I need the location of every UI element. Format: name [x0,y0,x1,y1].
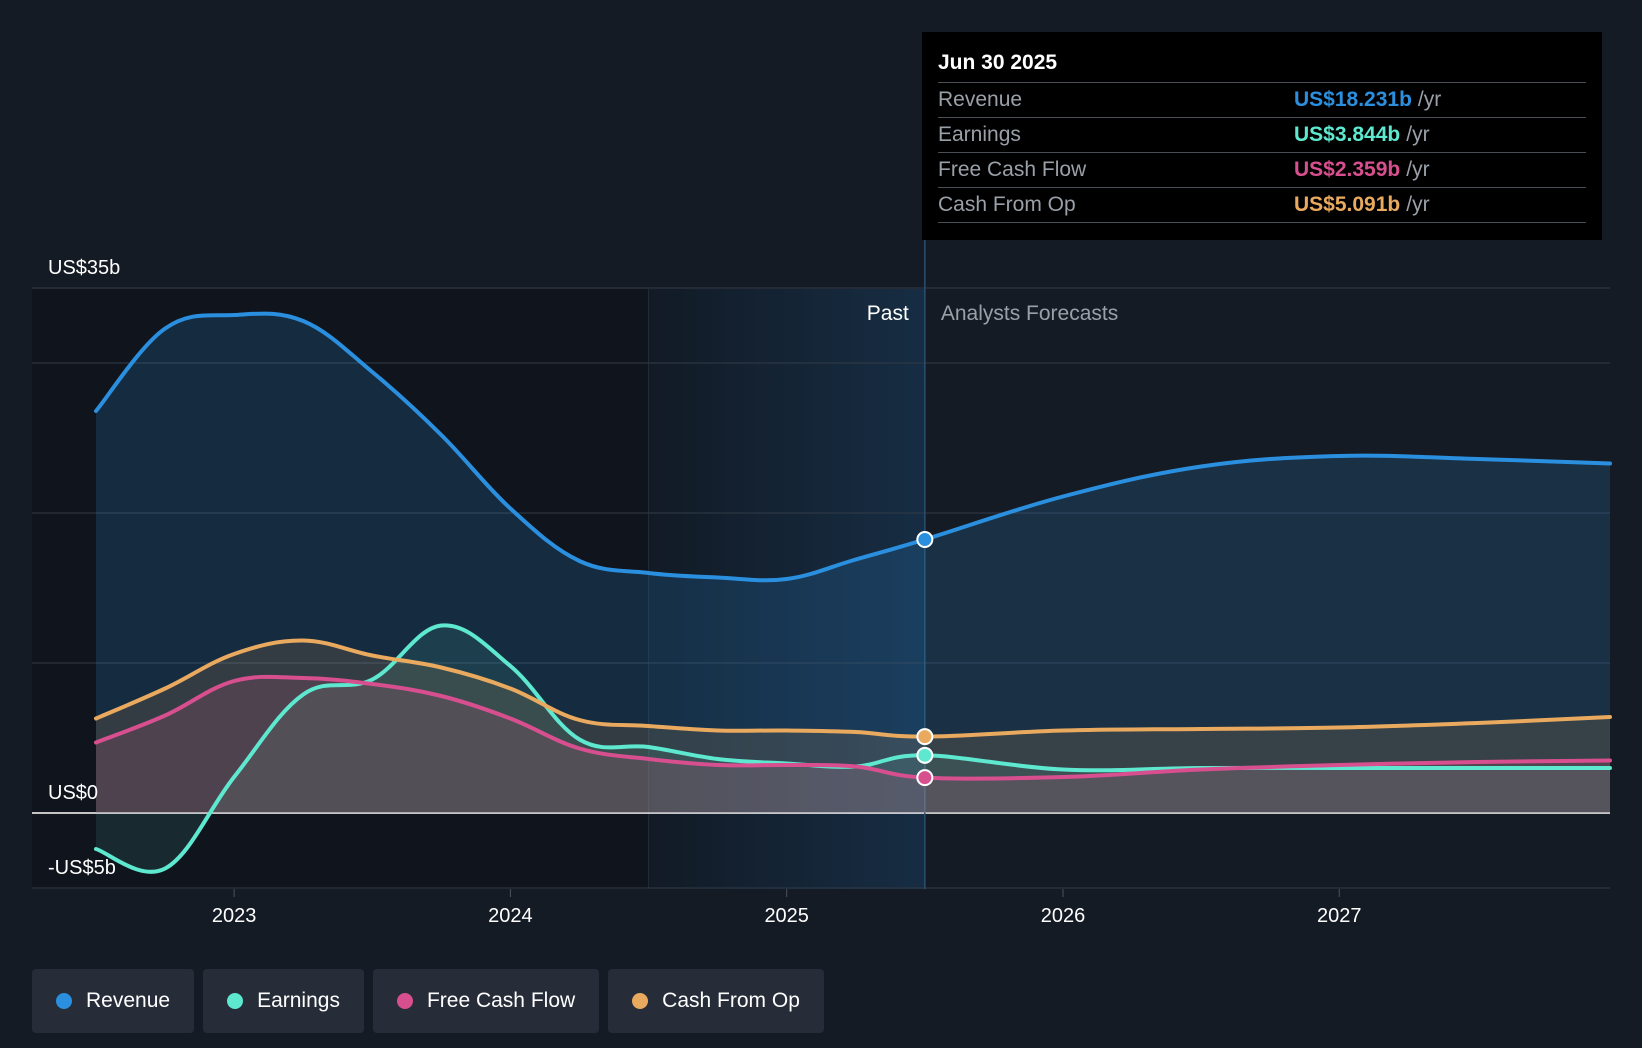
revenue-dot-icon [56,993,72,1009]
tooltip-row-revenue: Revenue US$18.231b /yr [938,82,1586,117]
legend-label: Earnings [257,989,340,1012]
legend-label: Revenue [86,989,171,1012]
cash-from-op-dot-icon [632,993,649,1009]
tooltip-unit: /yr [1417,88,1442,111]
earnings-area [96,625,1610,872]
forecast-label: Analysts Forecasts [941,302,1118,325]
tooltip-row-free-cash-flow: Free Cash Flow US$2.359b /yr [938,152,1586,187]
tooltip-value-revenue: US$18.231b [1294,88,1412,111]
tooltip-row-earnings: Earnings US$3.844b /yr [938,117,1586,152]
earnings-marker [916,746,934,764]
tooltip-date: Jun 30 2025 [938,51,1058,74]
highlight-band [648,289,925,889]
tooltip-value-earnings: US$3.844b [1294,123,1401,146]
tooltip-label: Free Cash Flow [938,158,1087,181]
data-tooltip: Jun 30 2025 Revenue US$18.231b /yr Earni… [922,32,1602,240]
x-tick-label: 2026 [1041,905,1086,927]
cash-from-op-line [94,638,1612,739]
free-cash-flow-dot-icon [396,993,413,1009]
tooltip-label: Earnings [938,123,1021,146]
x-tick-label: 2025 [764,905,809,927]
y-tick-label: US$0 [48,782,98,804]
legend-item-revenue[interactable]: Revenue [32,969,195,1033]
y-tick-label: -US$5b [48,857,116,879]
revenue-line [94,311,1612,583]
chart-legend: Revenue Earnings Free Cash Flow Cash Fro… [32,969,824,1033]
tooltip-unit: /yr [1406,193,1430,216]
x-tick-label: 2023 [212,905,257,927]
revenue-marker [916,531,934,549]
earnings-dot-icon [227,993,244,1009]
legend-item-free-cash-flow[interactable]: Free Cash Flow [372,969,600,1033]
tooltip-label: Revenue [938,88,1023,111]
free-cash-flow-line [94,674,1612,781]
tooltip-row-cash-from-op: Cash From Op US$5.091b /yr [938,187,1586,223]
legend-label: Cash From Op [662,989,800,1012]
cash-from-op-marker [916,728,934,746]
tooltip-value-cash-from-op: US$5.091b [1294,193,1401,216]
past-label: Past [867,302,909,325]
tooltip-value-free-cash-flow: US$2.359b [1294,158,1401,181]
x-tick-label: 2024 [488,905,533,927]
tooltip-unit: /yr [1406,123,1430,146]
x-tick-label: 2027 [1317,905,1362,927]
free-cash-flow-area [96,676,1610,813]
legend-item-cash-from-op[interactable]: Cash From Op [608,969,824,1033]
free-cash-flow-marker [916,769,934,787]
tooltip-label: Cash From Op [938,193,1076,216]
y-tick-label: US$35b [48,257,120,279]
legend-label: Free Cash Flow [426,989,576,1012]
tooltip-unit: /yr [1406,158,1430,181]
legend-item-earnings[interactable]: Earnings [203,969,364,1033]
revenue-area [96,313,1610,813]
